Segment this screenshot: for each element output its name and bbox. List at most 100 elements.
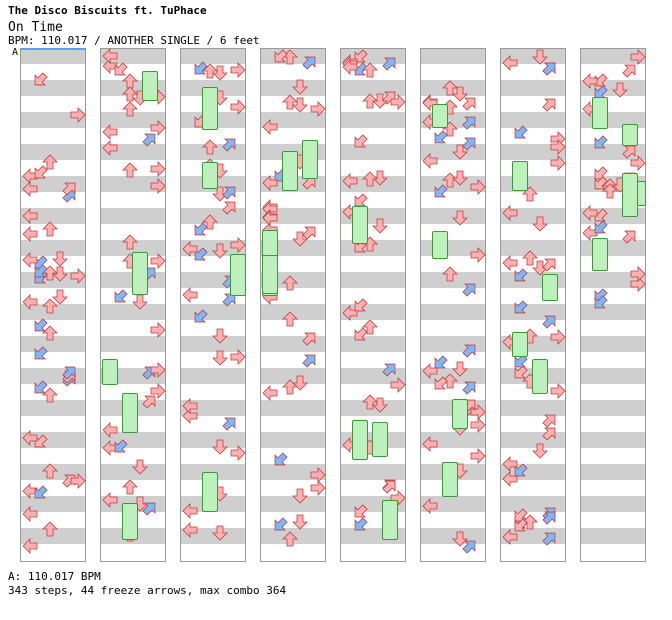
measure-band (100, 304, 166, 320)
step-arrow-icon (432, 376, 448, 392)
measure-band (20, 208, 86, 224)
step-arrow-icon (150, 362, 166, 378)
step-arrow-icon (230, 349, 246, 365)
measure-band (260, 80, 326, 96)
step-arrow-icon (462, 135, 478, 151)
step-arrow-icon (382, 361, 398, 377)
step-arrow-icon (282, 379, 298, 395)
measure-band (580, 272, 646, 288)
measure-band (180, 336, 246, 352)
step-arrow-icon (452, 531, 468, 547)
step-arrow-icon (542, 530, 558, 546)
step-arrow-icon (22, 181, 38, 197)
step-arrow-icon (362, 93, 378, 109)
step-arrow-icon (592, 135, 608, 151)
step-arrow-icon (502, 471, 518, 487)
step-arrow-icon (202, 139, 218, 155)
step-arrow-icon (622, 62, 638, 78)
step-arrow-icon (230, 62, 246, 78)
step-arrow-icon (32, 380, 48, 396)
step-arrow-icon (102, 140, 118, 156)
step-arrow-icon (102, 48, 118, 64)
step-arrow-icon (222, 184, 238, 200)
step-arrow-icon (42, 298, 58, 314)
step-arrow-icon (22, 506, 38, 522)
step-arrow-icon (182, 522, 198, 538)
step-arrow-icon (630, 266, 646, 282)
step-arrow-icon (352, 298, 368, 314)
step-arrow-icon (502, 456, 518, 472)
measure-band (580, 432, 646, 448)
step-arrow-icon (42, 265, 58, 281)
step-arrow-icon (362, 171, 378, 187)
step-arrow-icon (52, 289, 68, 305)
step-arrow-icon (32, 485, 48, 501)
step-arrow-icon (390, 94, 406, 110)
freeze-arrow (372, 422, 388, 457)
freeze-arrow (432, 104, 448, 128)
step-arrow-icon (592, 176, 608, 192)
chart-column (580, 48, 646, 562)
step-arrow-icon (22, 430, 38, 446)
step-arrow-icon (222, 415, 238, 431)
step-arrow-icon (612, 82, 628, 98)
song-title: On Time (8, 20, 63, 35)
chart-column (420, 48, 486, 562)
step-arrow-icon (42, 325, 58, 341)
step-arrow-icon (462, 114, 478, 130)
measure-band (100, 208, 166, 224)
step-arrow-icon (262, 385, 278, 401)
measure-band (500, 80, 566, 96)
step-arrow-icon (230, 237, 246, 253)
step-arrow-icon (432, 184, 448, 200)
freeze-arrow (230, 254, 246, 296)
measure-band (500, 112, 566, 128)
freeze-arrow (592, 97, 608, 129)
step-arrow-icon (532, 216, 548, 232)
step-arrow-icon (122, 101, 138, 117)
step-arrow-icon (362, 319, 378, 335)
step-arrow-icon (32, 318, 48, 334)
step-arrow-icon (452, 361, 468, 377)
step-arrow-icon (470, 448, 486, 464)
step-arrow-icon (192, 61, 208, 77)
measure-band (260, 304, 326, 320)
step-arrow-icon (302, 330, 318, 346)
freeze-arrow (512, 332, 528, 357)
step-arrow-icon (502, 255, 518, 271)
step-arrow-icon (592, 73, 608, 89)
measure-band (500, 144, 566, 160)
measure-band (20, 496, 86, 512)
step-arrow-icon (32, 264, 48, 280)
freeze-arrow (132, 252, 148, 295)
step-arrow-icon (32, 346, 48, 362)
step-arrow-icon (222, 136, 238, 152)
step-arrow-icon (302, 54, 318, 70)
step-arrow-icon (342, 173, 358, 189)
freeze-arrow (542, 274, 558, 301)
step-arrow-icon (542, 509, 558, 525)
measure-band (20, 80, 86, 96)
measure-band (20, 144, 86, 160)
step-arrow-icon (630, 49, 646, 65)
chart-column (20, 48, 86, 562)
step-arrow-icon (122, 86, 138, 102)
step-arrow-icon (202, 63, 218, 79)
freeze-arrow (452, 399, 468, 429)
step-arrow-icon (132, 294, 148, 310)
step-arrow-icon (512, 518, 528, 534)
step-arrow-icon (292, 79, 308, 95)
step-arrow-icon (422, 363, 438, 379)
step-arrow-icon (522, 250, 538, 266)
step-arrow-icon (182, 241, 198, 257)
step-arrow-icon (150, 322, 166, 338)
step-arrow-icon (282, 311, 298, 327)
step-arrow-icon (512, 268, 528, 284)
step-arrow-icon (602, 183, 618, 199)
step-arrow-icon (272, 452, 288, 468)
chart-column (500, 48, 566, 562)
measure-band (340, 464, 406, 480)
freeze-arrow (432, 231, 448, 259)
step-arrow-icon (310, 101, 326, 117)
step-arrow-icon (542, 96, 558, 112)
